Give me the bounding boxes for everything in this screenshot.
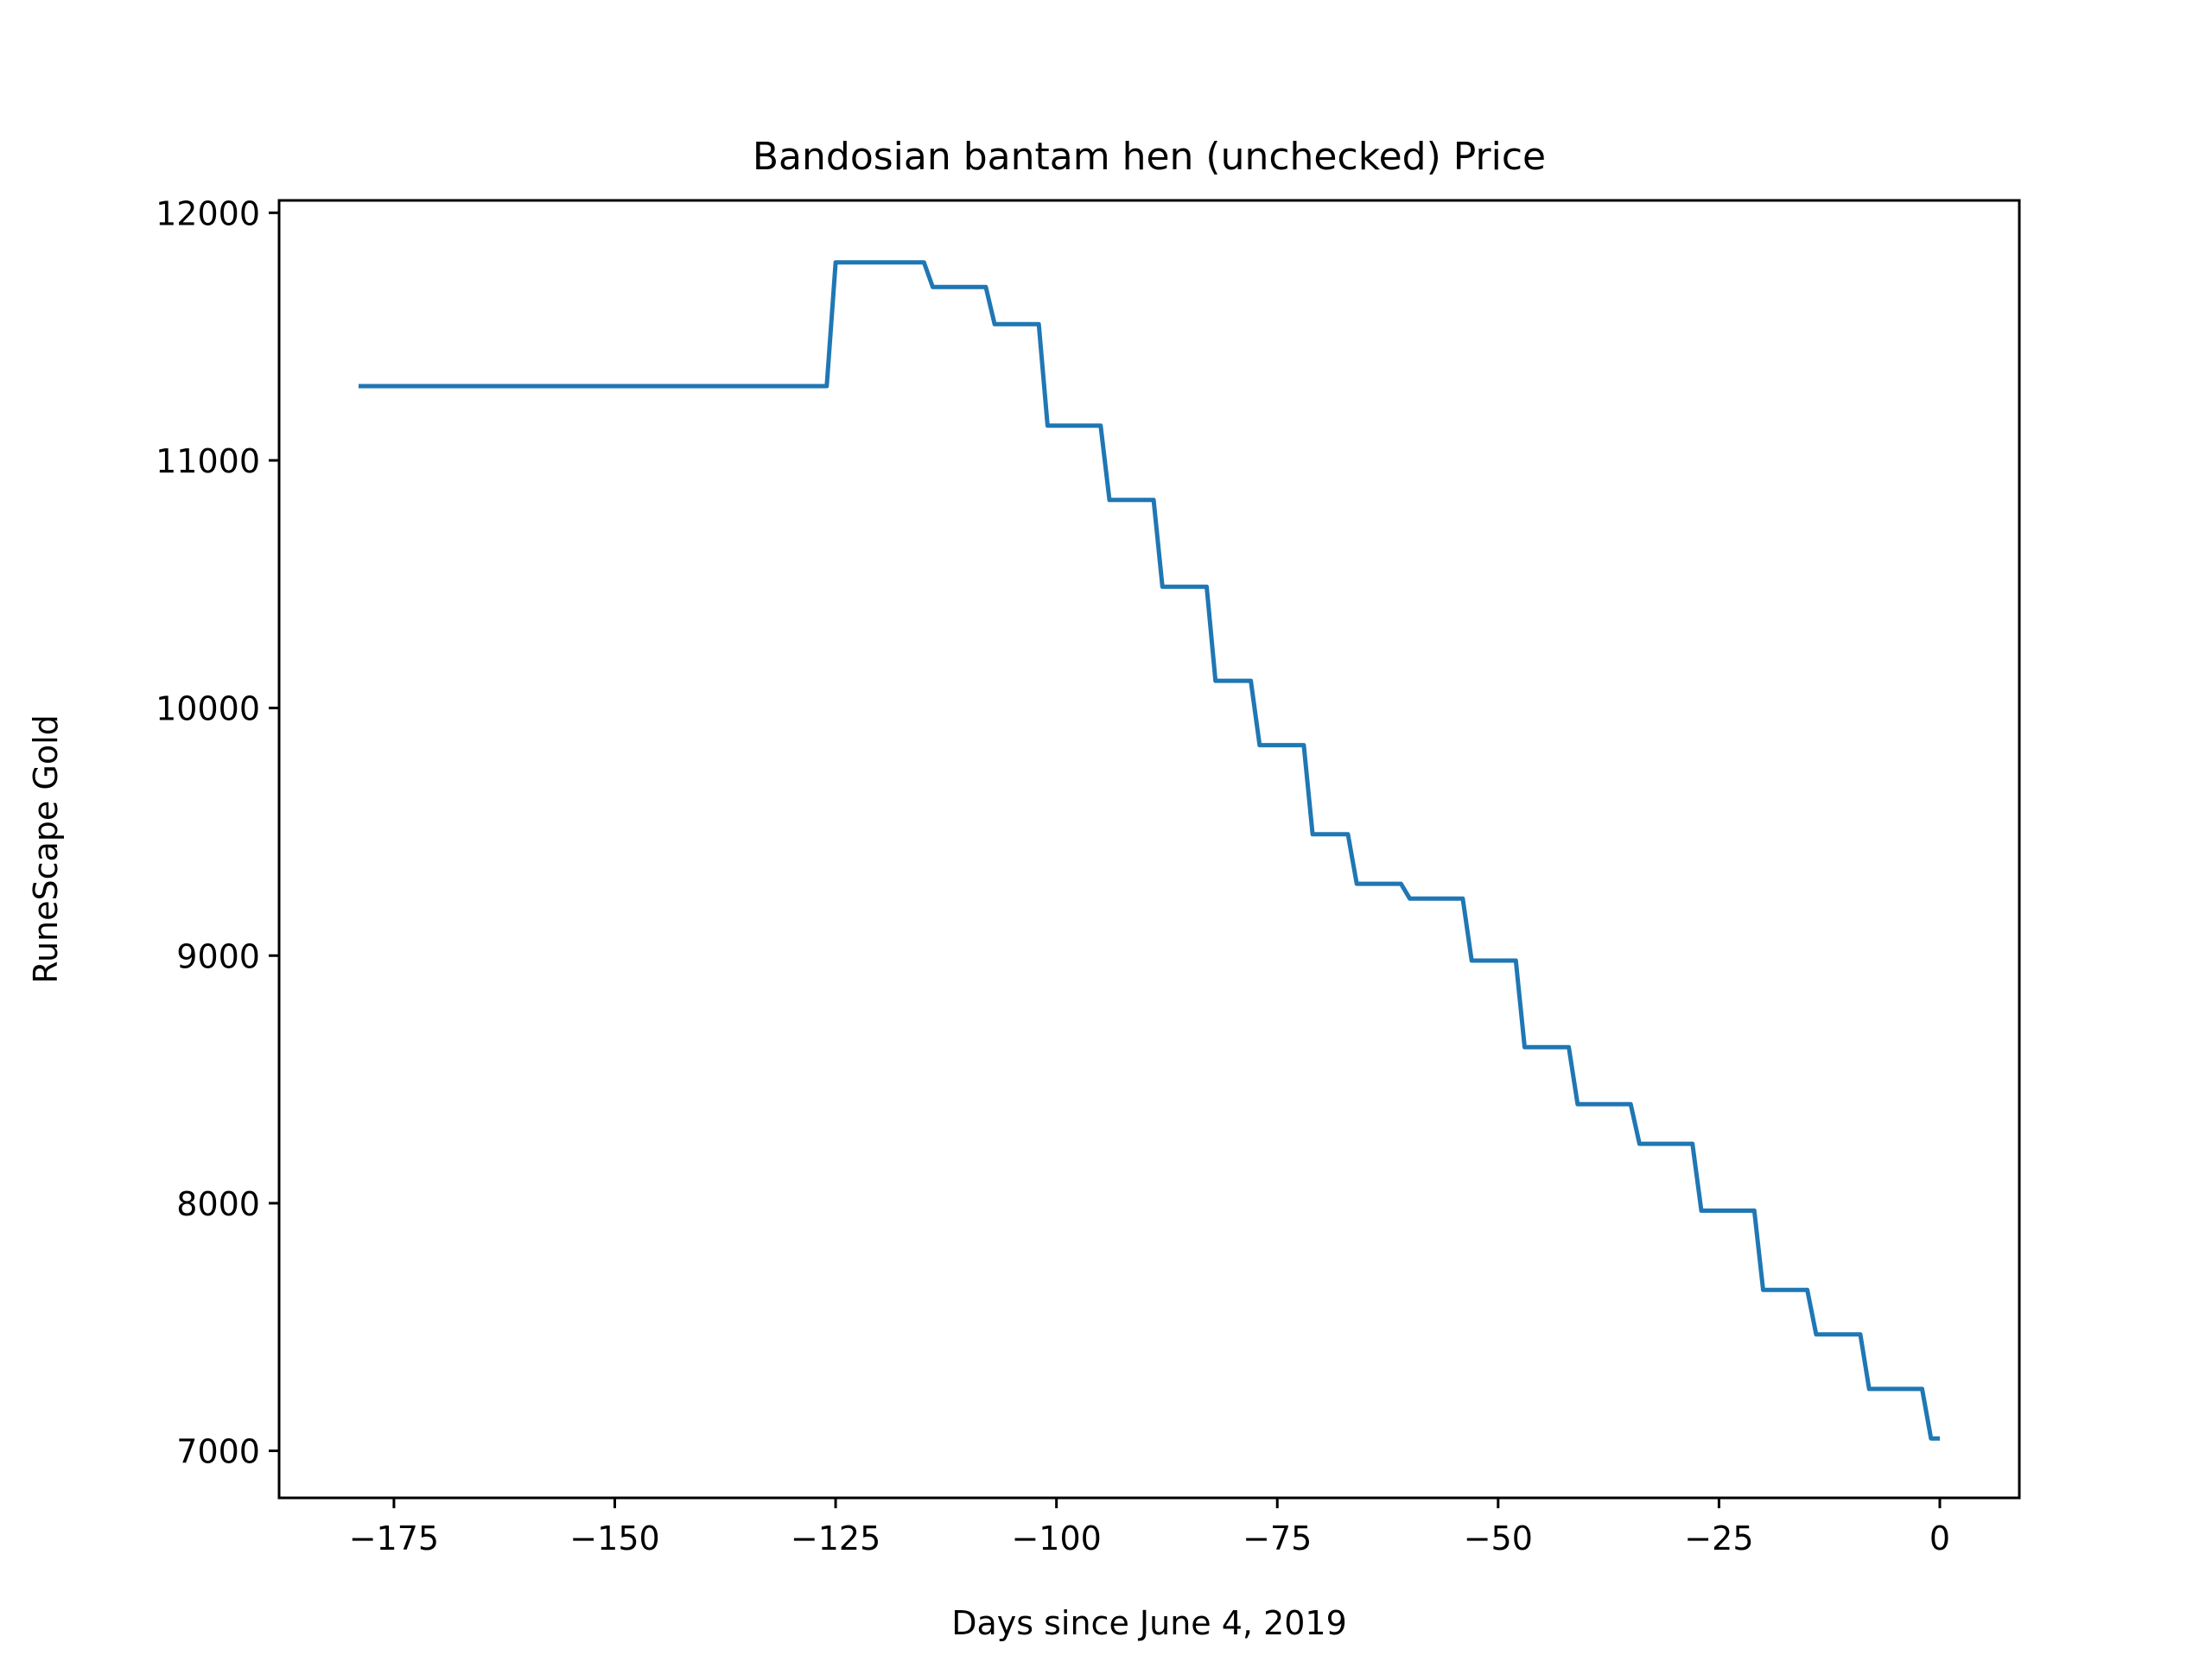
chart-title: Bandosian bantam hen (unchecked) Price — [753, 135, 1546, 179]
x-tick-label: −25 — [1684, 1519, 1753, 1557]
y-tick-label: 9000 — [176, 937, 260, 975]
x-tick-label: −100 — [1011, 1519, 1101, 1557]
y-tick-label: 8000 — [176, 1185, 260, 1223]
x-tick-label: −125 — [791, 1519, 880, 1557]
x-tick-label: −75 — [1243, 1519, 1312, 1557]
y-axis-label: RuneScape Gold — [27, 714, 65, 984]
y-tick-label: 11000 — [156, 442, 260, 480]
x-tick-label: 0 — [1929, 1519, 1950, 1557]
x-tick-label: −50 — [1464, 1519, 1533, 1557]
price-series-line — [359, 260, 1940, 1441]
axis-ticks: −175 −150 −125 −100 −75 −50 −25 0 7000 8000 9000 10… — [156, 194, 1950, 1557]
plot-marks — [359, 260, 1940, 1441]
y-tick-label: 10000 — [156, 690, 260, 728]
plot-frame — [277, 199, 2021, 1500]
x-tick-label: −150 — [569, 1519, 659, 1557]
y-tick-label: 7000 — [176, 1433, 260, 1471]
y-tick-label: 12000 — [156, 194, 260, 232]
x-axis-label: Days since June 4, 2019 — [951, 1604, 1347, 1642]
x-tick-label: −175 — [349, 1519, 439, 1557]
